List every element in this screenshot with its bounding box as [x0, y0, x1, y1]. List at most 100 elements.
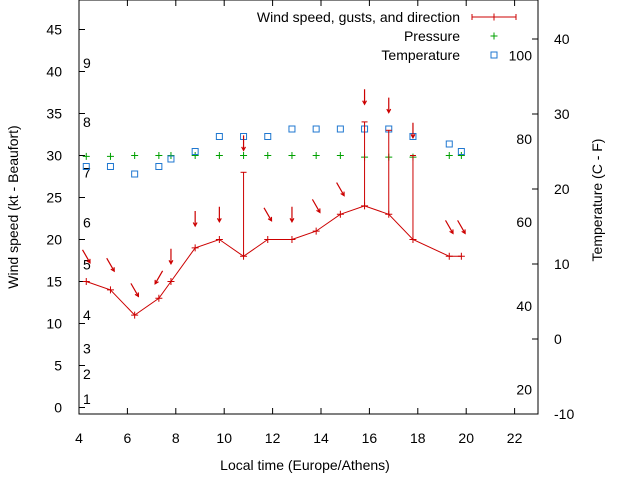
wind-speed-point: [361, 202, 369, 210]
wind-direction-arrow-icon: [410, 122, 416, 140]
x-tick-label: 10: [216, 430, 232, 446]
y-tick-right-label: 30: [554, 106, 570, 122]
y-axis-right-label: Temperature (C - F): [589, 139, 605, 262]
legend-pressure-marker: [490, 32, 498, 40]
wind-direction-arrow-icon: [362, 89, 368, 106]
y-tick-left-label: 10: [46, 316, 62, 332]
x-tick-label: 14: [313, 430, 329, 446]
y-axis-right: -10 0 10 20 30 40: [532, 31, 574, 422]
pressure-point: [312, 152, 320, 159]
pressure-point: [336, 152, 344, 159]
y-tick-right-label: 40: [554, 31, 570, 47]
x-axis: 4 6 8 10 12 14 16 18 20 22: [75, 0, 523, 446]
temperature-point: [106, 163, 114, 170]
y-tick-right-label: 10: [554, 256, 570, 272]
pressure-point: [445, 152, 453, 159]
beaufort-label: 3: [83, 341, 91, 357]
wind-direction-arrow-icon: [457, 220, 466, 235]
beaufort-label: 6: [83, 215, 91, 231]
pressure-point: [155, 152, 163, 159]
pressure-point: [264, 152, 272, 159]
legend-temperature-marker: [490, 51, 498, 59]
y-tick-left-label: 45: [46, 22, 62, 38]
x-tick-label: 18: [410, 430, 426, 446]
wind-speed-point: [191, 244, 199, 252]
y-tick-left-label: 20: [46, 232, 62, 248]
fahrenheit-label: 40: [516, 298, 532, 314]
x-axis-label: Local time (Europe/Athens): [220, 457, 390, 473]
beaufort-label: 8: [83, 114, 91, 130]
temperature-point: [131, 170, 139, 178]
beaufort-label: 1: [83, 391, 91, 407]
wind-speed-point: [312, 227, 320, 235]
wind-speed-point: [215, 236, 223, 243]
temperature-point: [288, 125, 296, 133]
pressure-point: [106, 152, 114, 160]
wind-direction-arrow-icon: [192, 211, 198, 228]
wind-direction-arrow-icon: [311, 199, 321, 214]
beaufort-label: 9: [83, 55, 91, 71]
pressure-point: [457, 152, 465, 159]
beaufort-label: 5: [83, 257, 91, 273]
x-tick-label: 12: [265, 430, 281, 446]
wind-direction-arrow-icon: [154, 270, 164, 285]
temperature-point: [215, 133, 223, 140]
wind-speed-point: [240, 252, 248, 260]
x-tick-label: 8: [172, 430, 180, 446]
wind-direction-arrow-icon: [289, 206, 295, 224]
y-axis-left-label: Wind speed (kt - Beaufort): [5, 125, 21, 288]
pressure-point: [240, 152, 248, 159]
y-tick-left-label: 0: [54, 400, 62, 416]
fahrenheit-label: 80: [516, 131, 532, 147]
wind-direction-arrow-icon: [241, 135, 247, 152]
pressure-point: [215, 152, 223, 159]
temperature-point: [457, 148, 465, 155]
legend-wind-marker: [490, 13, 498, 21]
y-tick-right-label: 0: [554, 331, 562, 347]
wind-speed-point: [457, 252, 465, 260]
temperature-point: [264, 133, 272, 140]
legend-label: Wind speed, gusts, and direction: [257, 9, 460, 25]
wind-direction-arrow-icon: [106, 257, 115, 273]
beaufort-label: 4: [83, 307, 91, 323]
y-tick-left-label: 25: [46, 190, 62, 206]
pressure-point: [131, 152, 139, 159]
fahrenheit-scale: 20 40 60 80 100: [509, 48, 533, 398]
temperature-point: [312, 125, 320, 133]
pressure-point: [82, 152, 90, 160]
y-tick-left-label: 40: [46, 64, 62, 80]
wind-direction-arrow-icon: [263, 207, 273, 222]
x-tick-label: 4: [75, 430, 83, 446]
y-tick-right-label: -10: [554, 406, 574, 422]
wind-speed-point: [409, 236, 417, 243]
fahrenheit-label: 20: [516, 381, 532, 397]
wind-speed-point: [264, 236, 272, 243]
y-axis-left: 0 5 10 15 20 25 30 35 40 45: [46, 22, 85, 416]
pressure-point: [191, 152, 199, 159]
wind-speed-point: [106, 286, 114, 294]
x-tick-label: 6: [124, 430, 132, 446]
wind-speed-point: [167, 278, 175, 285]
beaufort-label: 2: [83, 366, 91, 382]
wind-speed-point: [385, 210, 393, 218]
wind-speed-point: [155, 294, 163, 302]
temperature-point: [191, 148, 199, 155]
wind-speed-point: [82, 278, 90, 285]
wind-speed-point: [445, 252, 453, 260]
wind-direction-arrow-icon: [336, 182, 345, 197]
fahrenheit-label: 100: [509, 48, 533, 64]
y-tick-left-label: 15: [46, 274, 62, 290]
wind-speed-line: [86, 205, 462, 316]
x-tick-label: 20: [458, 430, 474, 446]
wind-direction-arrow-icon: [386, 97, 392, 114]
legend-label: Pressure: [404, 28, 460, 44]
temperature-point: [445, 140, 453, 148]
legend: Wind speed, gusts, and direction Pressure…: [257, 9, 517, 63]
pressure-point: [288, 152, 296, 159]
series-layer: [81, 89, 466, 319]
x-tick-label: 22: [507, 430, 523, 446]
wind-direction-arrow-icon: [216, 206, 222, 224]
y-tick-left-label: 5: [54, 358, 62, 374]
y-tick-left-label: 35: [46, 106, 62, 122]
